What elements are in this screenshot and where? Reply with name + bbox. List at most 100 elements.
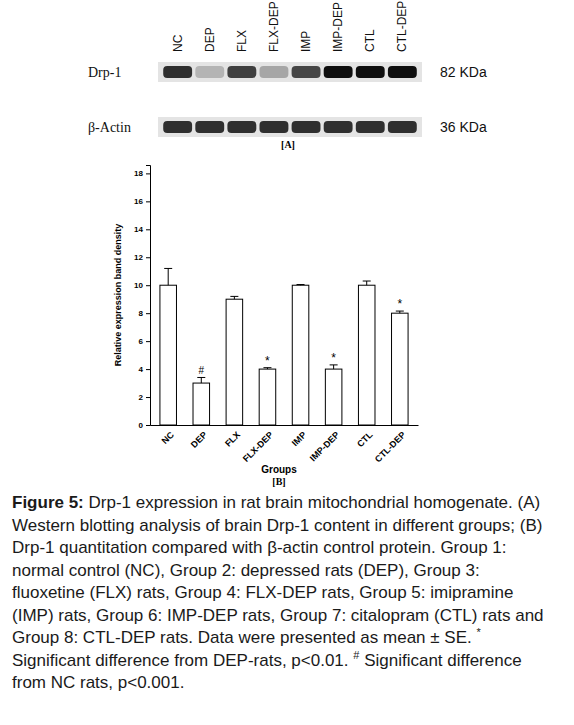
y-tick-mark bbox=[146, 425, 150, 426]
y-tick-mark bbox=[146, 341, 150, 342]
caption-text: * bbox=[476, 626, 480, 638]
error-bar bbox=[197, 377, 205, 383]
y-tick: 14 bbox=[134, 225, 150, 234]
x-tick: IMP bbox=[290, 425, 308, 448]
y-tick-mark bbox=[146, 229, 150, 230]
x-axis-line bbox=[151, 425, 419, 426]
x-tick-label: FLX bbox=[223, 430, 242, 449]
size-label: 36 KDa bbox=[440, 119, 487, 135]
y-tick: 6 bbox=[139, 337, 150, 346]
annotation: # bbox=[199, 365, 205, 376]
y-tick: 8 bbox=[139, 309, 150, 318]
band bbox=[356, 121, 385, 133]
error-stem bbox=[201, 377, 202, 383]
y-tick-mark bbox=[146, 369, 150, 370]
y-tick-mark bbox=[146, 257, 150, 258]
x-axis: NCDEPFLXFLX-DEPIMPIMP-DEPCTLCTL-DEP bbox=[151, 425, 419, 464]
annotation: * bbox=[397, 297, 402, 311]
error-stem bbox=[168, 268, 169, 285]
y-tick-label: 16 bbox=[134, 197, 143, 206]
band bbox=[163, 66, 192, 78]
caption-label: Figure 5: bbox=[12, 493, 84, 512]
lane-label: CTL bbox=[363, 29, 377, 52]
y-tick-mark bbox=[146, 285, 150, 286]
x-tick-label: CTL bbox=[355, 429, 375, 449]
y-tick: 12 bbox=[134, 253, 150, 262]
x-tick-label: FLX-DEP bbox=[241, 430, 275, 464]
y-tick-label: 6 bbox=[139, 337, 144, 346]
band bbox=[195, 66, 224, 78]
y-tick-mark bbox=[146, 173, 150, 174]
caption-text: Drp-1 expression in rat brain mitochondr… bbox=[12, 493, 544, 647]
blot-panel: NCDEPFLXFLX-DEPIMPIMP-DEPCTLCTL-DEPDrp-1… bbox=[88, 1, 487, 150]
band bbox=[195, 121, 224, 133]
y-tick: 16 bbox=[134, 197, 150, 206]
band bbox=[388, 121, 417, 133]
y-tick: 18 bbox=[134, 169, 150, 178]
lane-label: CTL-DEP bbox=[395, 1, 409, 52]
caption-text: # bbox=[353, 649, 359, 661]
panel-label: [B] bbox=[272, 476, 285, 487]
x-tick: CTL-DEP bbox=[373, 425, 408, 464]
x-tick: NC bbox=[160, 425, 177, 446]
y-tick-label: 18 bbox=[134, 169, 143, 178]
plot-area bbox=[160, 268, 408, 425]
y-tick-label: 2 bbox=[139, 393, 144, 402]
y-tick-label: 4 bbox=[139, 365, 144, 374]
error-stem bbox=[366, 281, 367, 285]
y-tick-mark bbox=[146, 201, 150, 202]
panel-label: [A] bbox=[281, 139, 295, 150]
y-tick: 2 bbox=[139, 393, 150, 402]
blot-strip bbox=[158, 62, 422, 82]
y-axis-line bbox=[146, 166, 151, 426]
error-bars bbox=[164, 268, 404, 383]
annotation: * bbox=[265, 354, 270, 368]
y-tick-mark bbox=[146, 397, 150, 398]
x-tick: FLX bbox=[223, 425, 242, 449]
row-label: β-Actin bbox=[88, 120, 131, 135]
y-axis: 0 2 4 6 8 10 12 14 16 18 bbox=[134, 166, 150, 431]
band bbox=[227, 121, 256, 133]
bar bbox=[392, 313, 409, 425]
x-tick-label: CTL-DEP bbox=[373, 430, 408, 465]
lane-label: NC bbox=[171, 34, 185, 52]
error-bar bbox=[363, 281, 371, 285]
band bbox=[324, 66, 353, 78]
error-bar bbox=[297, 284, 305, 286]
y-tick-label: 12 bbox=[134, 253, 143, 262]
row-label: Drp-1 bbox=[88, 65, 121, 80]
lane-label: FLX-DEP bbox=[267, 1, 281, 52]
x-tick: DEP bbox=[189, 425, 209, 450]
chart-panel: 024681012141618NCDEPFLXFLX-DEPIMPIMP-DEP… bbox=[113, 166, 419, 488]
x-tick: CTL bbox=[355, 425, 375, 449]
y-tick-label: 8 bbox=[139, 309, 144, 318]
error-bar bbox=[230, 296, 238, 299]
bar bbox=[358, 285, 375, 425]
x-tick-label: IMP bbox=[290, 430, 308, 448]
error-bar bbox=[164, 268, 172, 285]
y-tick: 4 bbox=[139, 365, 150, 374]
error-cap bbox=[230, 296, 238, 297]
y-tick-label: 0 bbox=[139, 421, 144, 430]
error-bar bbox=[330, 365, 338, 369]
error-bar bbox=[396, 311, 404, 313]
y-axis-title: Relative expression band density bbox=[113, 224, 123, 367]
error-cap bbox=[197, 377, 205, 378]
error-bar bbox=[263, 368, 271, 369]
y-tick-mark bbox=[146, 313, 150, 314]
caption-text: Significant difference from DEP-rats, p<… bbox=[12, 651, 353, 670]
y-tick-label: 14 bbox=[134, 225, 143, 234]
error-stem bbox=[333, 365, 334, 369]
x-tick-label: NC bbox=[160, 429, 177, 446]
annotation: * bbox=[331, 351, 336, 365]
band bbox=[260, 121, 289, 133]
error-cap bbox=[363, 281, 371, 282]
band bbox=[227, 66, 256, 78]
band bbox=[292, 121, 321, 133]
blot-strip bbox=[158, 117, 422, 137]
y-tick-label: 10 bbox=[134, 281, 143, 290]
bar bbox=[226, 299, 243, 425]
band bbox=[260, 66, 289, 78]
bar bbox=[292, 285, 309, 425]
lane-label: DEP bbox=[203, 27, 217, 52]
